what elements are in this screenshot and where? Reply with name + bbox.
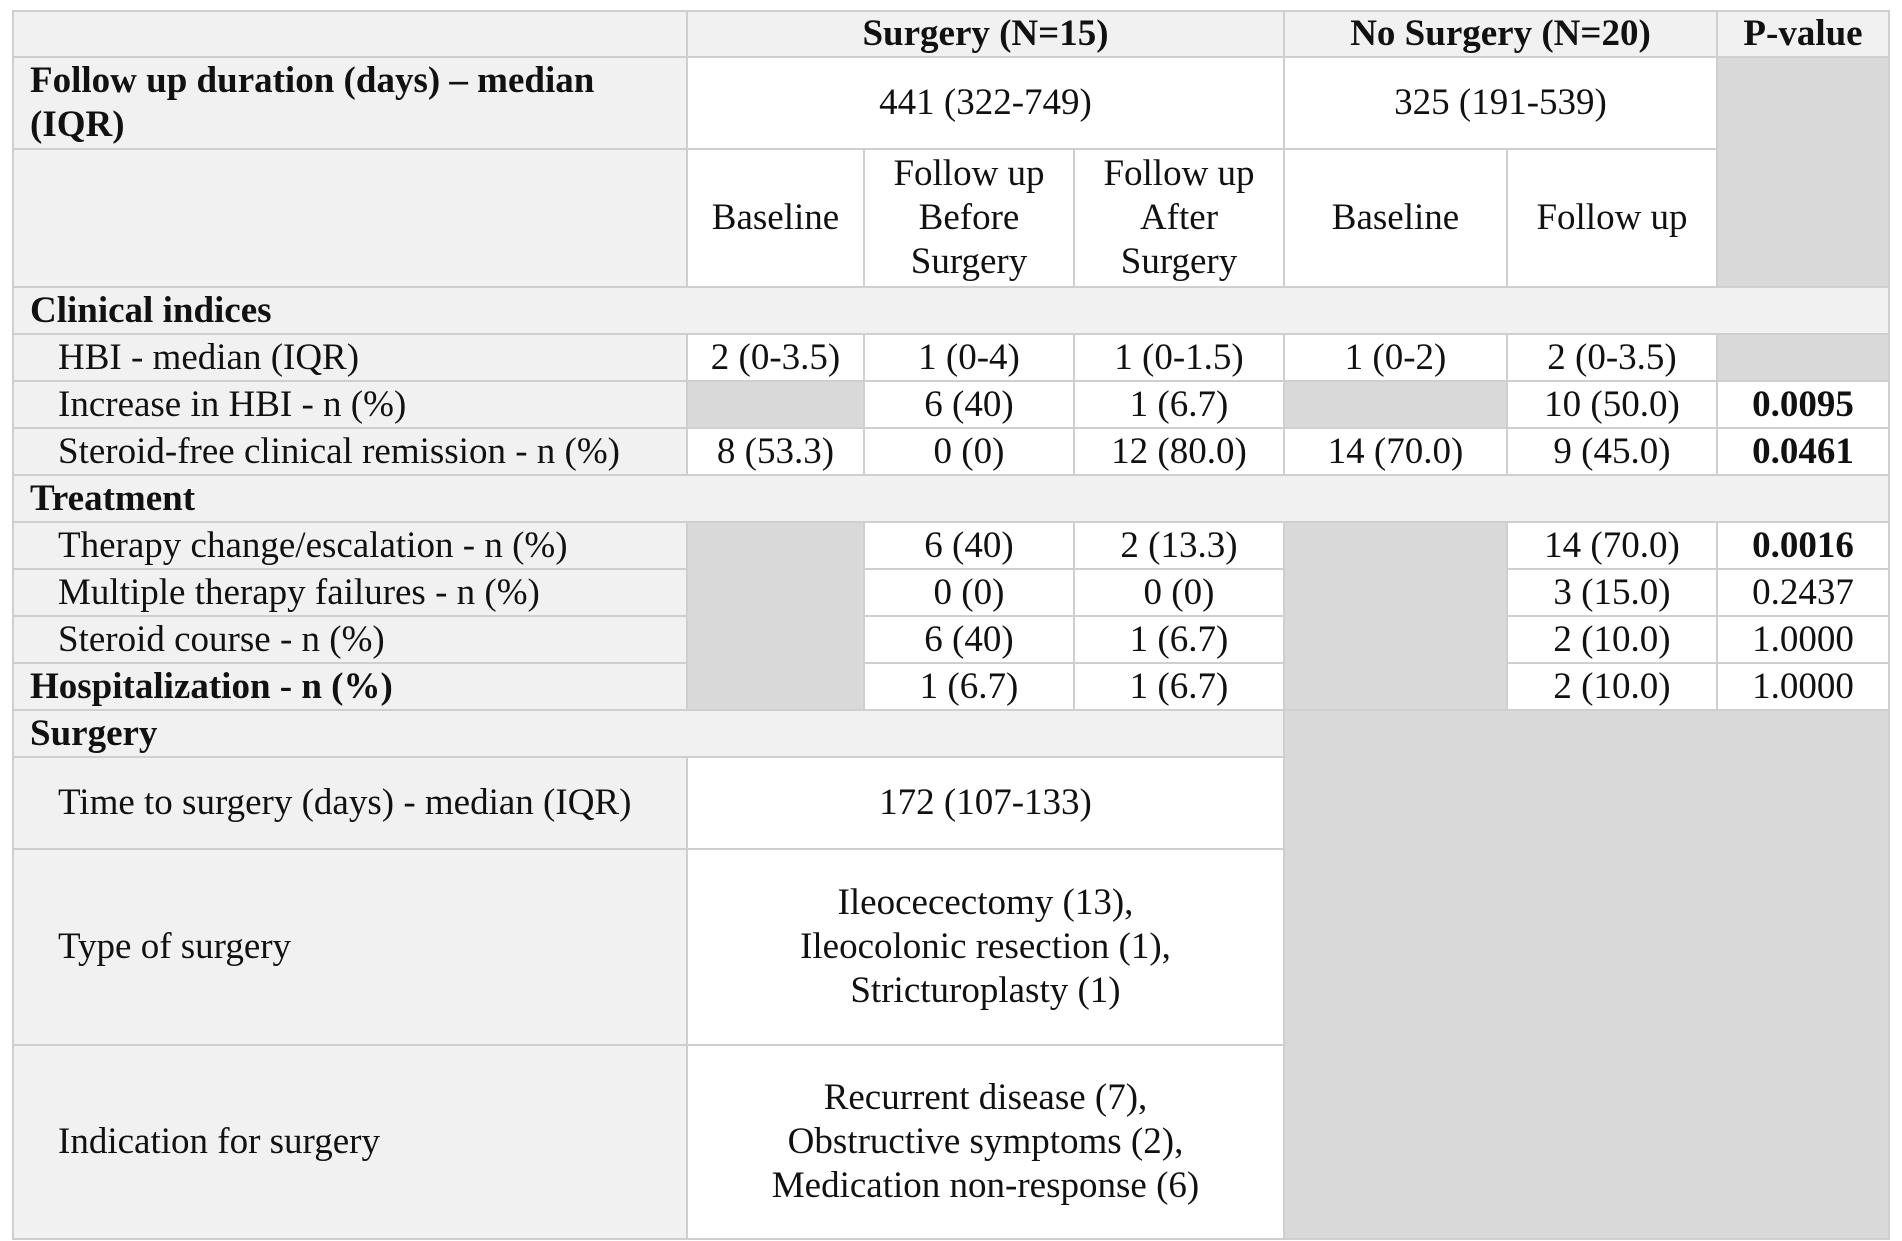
row-label-time-to-surgery: Time to surgery (days) - median (IQR) — [12, 756, 688, 850]
table-cell: 2 (13.3) — [1073, 521, 1285, 570]
section-treatment: Treatment — [12, 474, 1890, 523]
pvalue-cell: 1.0000 — [1716, 615, 1890, 664]
followup-duration-no-surgery: 325 (191-539) — [1283, 56, 1718, 150]
row-label-therapy-change: Therapy change/escalation - n (%) — [12, 521, 688, 570]
pvalue-cell: 0.0016 — [1716, 521, 1890, 570]
indication-line: Medication non-response (6) — [771, 1165, 1200, 1206]
table-cell: 6 (40) — [863, 521, 1075, 570]
pvalue-cell — [1716, 333, 1890, 382]
table-cell: 2 (0-3.5) — [1506, 333, 1718, 382]
table-cell: 0 (0) — [1073, 568, 1285, 617]
table-cell: 1 (6.7) — [1073, 380, 1285, 429]
row-label-hbi: HBI - median (IQR) — [12, 333, 688, 382]
no-surgery-blank-block — [1283, 709, 1890, 1240]
baseline-no-surgery-blank — [1283, 521, 1508, 711]
row-label-multiple-therapy-failures: Multiple therapy failures - n (%) — [12, 568, 688, 617]
subheader-baseline-surgery: Baseline — [686, 148, 865, 288]
pvalue-header: P-value — [1716, 10, 1890, 58]
pvalue-cell: 0.0095 — [1716, 380, 1890, 429]
subheader-blank-cell — [12, 148, 688, 288]
pvalue-cell: 1.0000 — [1716, 662, 1890, 711]
table-cell — [686, 380, 865, 429]
followup-duration-label: Follow up duration (days) – median (IQR) — [12, 56, 688, 150]
table-cell: 2 (0-3.5) — [686, 333, 865, 382]
table-cell: 14 (70.0) — [1283, 427, 1508, 476]
table-cell: 9 (45.0) — [1506, 427, 1718, 476]
table-cell: 1 (6.7) — [1073, 615, 1285, 664]
table-cell: 2 (10.0) — [1506, 615, 1718, 664]
followup-duration-surgery: 441 (322-749) — [686, 56, 1285, 150]
row-label-steroid-free-remission: Steroid-free clinical remission - n (%) — [12, 427, 688, 476]
row-label-hospitalization: Hospitalization - n (%) — [12, 662, 688, 711]
table-cell: 1 (6.7) — [863, 662, 1075, 711]
row-label-type-of-surgery: Type of surgery — [12, 848, 688, 1046]
table-cell: 1 (0-1.5) — [1073, 333, 1285, 382]
time-to-surgery-value: 172 (107-133) — [686, 756, 1285, 850]
no-surgery-group-header: No Surgery (N=20) — [1283, 10, 1718, 58]
table-cell: 2 (10.0) — [1506, 662, 1718, 711]
table-cell: 10 (50.0) — [1506, 380, 1718, 429]
type-line: Ileocecectomy (13), — [837, 882, 1134, 923]
table-cell: 3 (15.0) — [1506, 568, 1718, 617]
table-cell: 1 (6.7) — [1073, 662, 1285, 711]
corner-cell — [12, 10, 688, 58]
section-clinical-indices: Clinical indices — [12, 286, 1890, 335]
section-surgery: Surgery — [12, 709, 1285, 758]
table-cell: 14 (70.0) — [1506, 521, 1718, 570]
subheader-followup-before-surgery: Follow up Before Surgery — [863, 148, 1075, 288]
baseline-surgery-blank — [686, 521, 865, 711]
table-cell: 1 (0-4) — [863, 333, 1075, 382]
subheader-baseline-no-surgery: Baseline — [1283, 148, 1508, 288]
pvalue-cell: 0.0461 — [1716, 427, 1890, 476]
table-cell: 12 (80.0) — [1073, 427, 1285, 476]
indication-line: Recurrent disease (7), — [823, 1077, 1148, 1118]
table-cell: 6 (40) — [863, 615, 1075, 664]
row-label-indication: Indication for surgery — [12, 1044, 688, 1240]
indication-line: Obstructive symptoms (2), — [787, 1121, 1184, 1162]
type-of-surgery-value: Ileocecectomy (13), Ileocolonic resectio… — [686, 848, 1285, 1046]
subheader-followup-after-surgery: Follow up After Surgery — [1073, 148, 1285, 288]
surgery-group-header: Surgery (N=15) — [686, 10, 1285, 58]
type-line: Ileocolonic resection (1), — [800, 926, 1171, 967]
results-table: Surgery (N=15) No Surgery (N=20) P-value… — [12, 10, 1890, 1240]
table-cell: 0 (0) — [863, 427, 1075, 476]
row-label-increase-hbi: Increase in HBI - n (%) — [12, 380, 688, 429]
row-label-steroid-course: Steroid course - n (%) — [12, 615, 688, 664]
table-cell: 1 (0-2) — [1283, 333, 1508, 382]
table-cell: 0 (0) — [863, 568, 1075, 617]
pvalue-cell: 0.2437 — [1716, 568, 1890, 617]
table-cell: 8 (53.3) — [686, 427, 865, 476]
type-line: Stricturoplasty (1) — [850, 970, 1121, 1011]
subheader-followup-no-surgery: Follow up — [1506, 148, 1718, 288]
pvalue-blank-cell — [1716, 56, 1890, 288]
indication-value: Recurrent disease (7), Obstructive sympt… — [686, 1044, 1285, 1240]
table-cell — [1283, 380, 1508, 429]
table-cell: 6 (40) — [863, 380, 1075, 429]
